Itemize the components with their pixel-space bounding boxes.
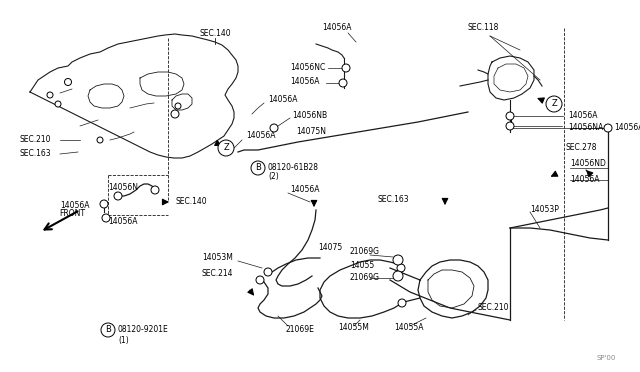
Text: 14056N: 14056N	[108, 183, 138, 192]
Text: 21069G: 21069G	[350, 273, 380, 282]
Text: 21069G: 21069G	[350, 247, 380, 257]
Text: 14056A: 14056A	[570, 176, 600, 185]
Circle shape	[251, 161, 265, 175]
Circle shape	[264, 268, 272, 276]
Text: 14053P: 14053P	[530, 205, 559, 215]
Text: 14053M: 14053M	[202, 253, 233, 263]
Text: SEC.163: SEC.163	[20, 150, 52, 158]
Text: B: B	[105, 326, 111, 334]
Text: 08120-9201E: 08120-9201E	[118, 326, 169, 334]
Text: 14056NB: 14056NB	[292, 110, 327, 119]
Text: Z: Z	[551, 99, 557, 109]
Text: 14056ND: 14056ND	[570, 160, 606, 169]
Circle shape	[604, 124, 612, 132]
Text: FRONT: FRONT	[59, 209, 85, 218]
Circle shape	[342, 64, 350, 72]
Text: SP'00: SP'00	[596, 355, 616, 361]
Circle shape	[175, 103, 181, 109]
Text: 14075: 14075	[318, 244, 342, 253]
Circle shape	[65, 78, 72, 86]
Text: SEC.278: SEC.278	[566, 144, 598, 153]
Circle shape	[97, 137, 103, 143]
Text: 14056A: 14056A	[322, 23, 351, 32]
Text: 14055A: 14055A	[394, 324, 424, 333]
Text: SEC.118: SEC.118	[468, 23, 499, 32]
Text: 14056A: 14056A	[108, 218, 138, 227]
Text: 14056A: 14056A	[614, 124, 640, 132]
Text: 14055: 14055	[350, 260, 374, 269]
Circle shape	[393, 255, 403, 265]
Circle shape	[506, 112, 514, 120]
Text: 21069E: 21069E	[286, 326, 315, 334]
Circle shape	[506, 122, 514, 130]
Text: 14056A: 14056A	[268, 96, 298, 105]
Circle shape	[101, 323, 115, 337]
Circle shape	[151, 186, 159, 194]
Circle shape	[55, 101, 61, 107]
Circle shape	[339, 79, 347, 87]
Text: SEC.214: SEC.214	[202, 269, 234, 279]
Text: 14055M: 14055M	[338, 324, 369, 333]
Text: 14056A: 14056A	[290, 186, 319, 195]
Text: 14056NC: 14056NC	[290, 62, 325, 71]
Circle shape	[397, 264, 405, 272]
Text: 14056NA: 14056NA	[568, 124, 604, 132]
Text: SEC.210: SEC.210	[20, 135, 51, 144]
Text: Z: Z	[223, 144, 229, 153]
Circle shape	[546, 96, 562, 112]
Circle shape	[218, 140, 234, 156]
Text: (1): (1)	[118, 336, 129, 344]
Circle shape	[47, 92, 53, 98]
Circle shape	[102, 214, 110, 222]
Text: 08120-61B28: 08120-61B28	[268, 163, 319, 171]
Text: 14056A: 14056A	[60, 201, 90, 209]
Text: 14056A: 14056A	[290, 77, 319, 87]
Text: 14075N: 14075N	[296, 128, 326, 137]
Text: SEC.163: SEC.163	[378, 196, 410, 205]
Text: B: B	[255, 164, 261, 173]
Text: (2): (2)	[268, 173, 279, 182]
Circle shape	[393, 271, 403, 281]
Circle shape	[100, 200, 108, 208]
Circle shape	[398, 299, 406, 307]
Text: 14056A: 14056A	[246, 131, 275, 140]
Text: 14056A: 14056A	[568, 112, 598, 121]
Text: SEC.210: SEC.210	[478, 304, 509, 312]
Circle shape	[256, 276, 264, 284]
Circle shape	[171, 110, 179, 118]
Text: SEC.140: SEC.140	[200, 29, 232, 38]
Text: SEC.140: SEC.140	[176, 198, 207, 206]
Circle shape	[270, 124, 278, 132]
Circle shape	[114, 192, 122, 200]
